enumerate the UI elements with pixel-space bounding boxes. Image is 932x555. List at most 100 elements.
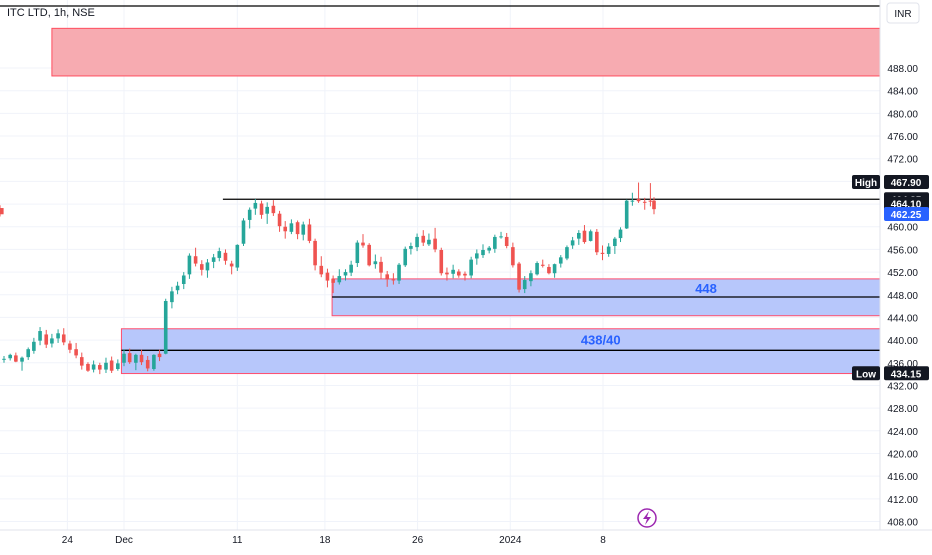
candle-body [613, 238, 617, 247]
time-tick-label: Dec [115, 535, 133, 546]
candle-body [547, 266, 551, 274]
candle-body [97, 365, 102, 370]
candle-body [109, 360, 114, 371]
price-tag-bg [884, 174, 929, 189]
price-tick-label: 472.00 [887, 155, 918, 166]
candle-body [648, 200, 653, 202]
candle-body [211, 257, 216, 262]
candle-body [2, 358, 6, 360]
candle-body [535, 263, 539, 275]
demand-zone [120, 328, 881, 375]
candle-body [235, 244, 240, 268]
candle-body [32, 341, 36, 351]
price-axis[interactable]: INR 408.00 412.00 416.00 420.00 424.00 428.00… [852, 0, 932, 550]
currency-label: INR [894, 9, 911, 20]
candle-body [325, 272, 330, 281]
candle-body [223, 252, 228, 261]
candle-body [630, 200, 635, 202]
time-tick-label: 18 [319, 535, 331, 546]
candle-body [540, 264, 545, 266]
candle-body [415, 236, 419, 248]
price-tick-label: 444.00 [887, 313, 918, 324]
price-tag-label: High [855, 178, 877, 189]
candle-body [26, 349, 31, 358]
candle-body [582, 230, 587, 243]
candle-body [481, 249, 485, 256]
candle-body [61, 334, 66, 343]
candle-body [522, 280, 527, 290]
candle-body [14, 355, 18, 362]
candle-body [8, 354, 12, 359]
candle-body [301, 224, 306, 235]
candle-body [79, 357, 84, 366]
price-tag-label: Low [856, 369, 876, 380]
candle-body [355, 242, 360, 264]
trend-lines [0, 5, 880, 200]
candle-body [56, 333, 60, 339]
candle-body [295, 222, 300, 235]
price-tick-label: 440.00 [887, 336, 918, 347]
candle-body [337, 276, 342, 283]
candle-body [451, 269, 455, 274]
candle-body [391, 279, 396, 281]
price-tag-label-bg [852, 174, 880, 189]
candle-body [511, 247, 515, 266]
price-ticks: 408.00 412.00 416.00 420.00 424.00 428.00 432.… [887, 64, 918, 528]
candle-body [217, 251, 222, 258]
time-tick-label: 2024 [499, 535, 522, 546]
price-tick-label: 452.00 [887, 268, 918, 279]
candle-body [289, 223, 294, 232]
price-tick-label: 420.00 [887, 449, 918, 460]
candle-body [127, 353, 132, 363]
price-tick-label: 480.00 [887, 109, 918, 120]
candle-body [38, 331, 42, 341]
candle-body [265, 206, 269, 214]
candle-body [642, 201, 647, 203]
candle-body [433, 238, 437, 250]
candle-body [170, 291, 174, 303]
candle-body [361, 242, 365, 246]
candle-body [163, 300, 168, 354]
zone-label: 438/40 [581, 333, 621, 348]
candle-body [439, 249, 444, 274]
time-tick-label: 26 [412, 535, 424, 546]
price-tick-label: 460.00 [887, 223, 918, 234]
candle-body [193, 256, 198, 264]
candle-body [152, 354, 156, 370]
price-tag-value: 467.90 [891, 178, 922, 189]
candle-body [50, 338, 54, 344]
candle-body [595, 231, 599, 253]
candle-body [469, 259, 473, 276]
price-tick-label: 436.00 [887, 359, 918, 370]
candle-body [379, 261, 383, 273]
candle-body [624, 200, 629, 229]
candle-body [558, 257, 563, 264]
candle-body [445, 272, 449, 275]
candle-body [409, 246, 413, 249]
price-tick-label: 408.00 [887, 517, 918, 528]
price-tick-label: 456.00 [887, 245, 918, 256]
candle-body [343, 272, 348, 276]
candle-body [86, 363, 90, 371]
candle-body [277, 213, 282, 227]
symbol-label: ITC LTD, 1h, NSE [7, 7, 95, 19]
currency-button[interactable] [886, 2, 920, 24]
candle-body [397, 264, 401, 281]
time-axis[interactable]: 24 Dec 11 18 26 2024 8 [0, 529, 932, 550]
price-tick-label: 432.00 [887, 381, 918, 392]
zone-label: 448 [695, 281, 717, 296]
candle-body [283, 226, 288, 232]
time-tick-label: 8 [600, 535, 606, 546]
price-tag-bg [884, 366, 929, 381]
candle-body [349, 264, 353, 273]
price-tick-label: 428.00 [887, 404, 918, 415]
candle-body [652, 200, 656, 210]
candle-body [403, 248, 408, 266]
candle-body [116, 363, 120, 370]
time-tick-label: 24 [62, 535, 74, 546]
lightning-icon[interactable] [637, 508, 657, 528]
candle-body [576, 232, 581, 239]
